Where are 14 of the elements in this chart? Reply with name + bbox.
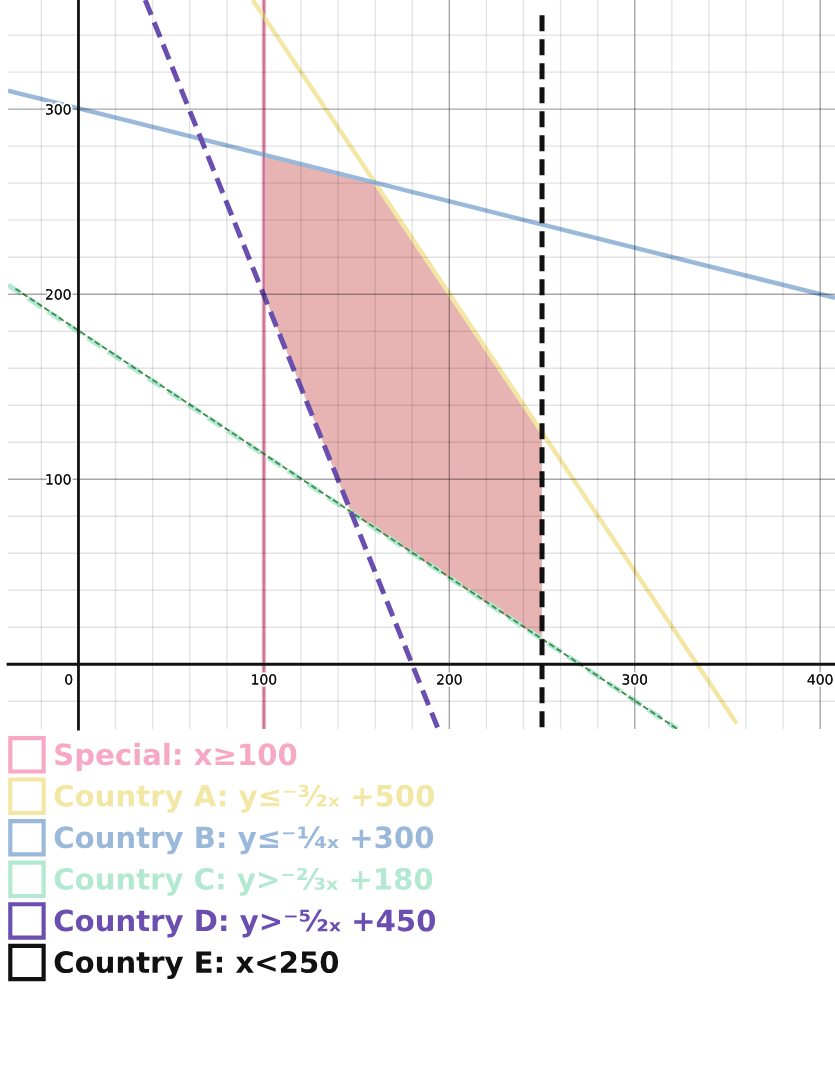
y-tick-label: 200 (46, 289, 71, 300)
y-tick-label: 100 (46, 474, 71, 485)
x-tick-label: 300 (622, 674, 648, 685)
legend-label: Special: x≥100 (55, 742, 297, 772)
x-tick-label: 100 (252, 674, 277, 685)
legend-label: Country B: y≤⁻¹⁄₄ₓ +300 (54, 826, 434, 855)
legend-label: Country C: y>⁻²⁄₃ₓ +180 (54, 867, 433, 896)
x-tick-label: 200 (437, 674, 462, 685)
legend-label: Country D: y>⁻⁵⁄₂ₓ +450 (54, 909, 436, 938)
y-tick-label: 300 (46, 104, 71, 115)
x-tick-label: 0 (65, 674, 73, 685)
legend-label: Country A: y≤⁻³⁄₂ₓ +500 (54, 784, 434, 813)
x-tick-label: 400 (807, 674, 833, 685)
legend-label: Country E: x<250 (54, 951, 339, 979)
